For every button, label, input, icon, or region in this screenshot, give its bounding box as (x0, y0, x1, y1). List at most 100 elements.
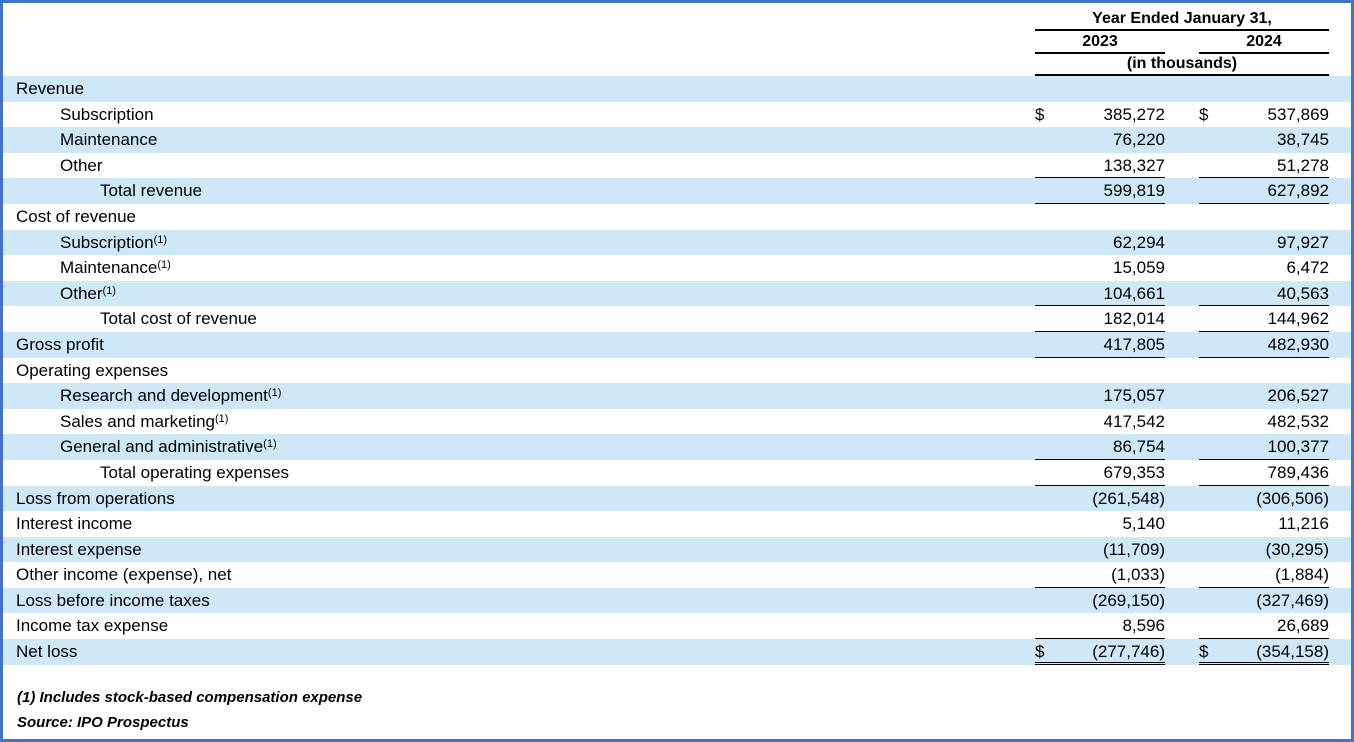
footnote-ref: (1) (267, 387, 282, 400)
value-2024: 97,927 (1277, 232, 1329, 252)
dollar-sign (1199, 76, 1217, 102)
amount-2023: 182,014 (1035, 306, 1165, 332)
amount-2023: 62,294 (1035, 230, 1165, 256)
value-2023: 138,327 (1103, 155, 1165, 175)
table-row: Subscription $385,272 $537,869 (3, 102, 1351, 128)
amount-2024: 482,532 (1199, 409, 1329, 435)
amount-2023 (1035, 204, 1165, 230)
value-2024: 26,689 (1277, 616, 1329, 636)
dollar-sign (1035, 383, 1053, 409)
footnote-ref: (1) (153, 233, 168, 246)
dollar-sign (1035, 409, 1053, 435)
amount-2024: 6,472 (1199, 255, 1329, 281)
row-amounts: 86,754 100,377 (1035, 434, 1329, 460)
amount-2024: 97,927 (1199, 230, 1329, 256)
table-row: Loss from operations (261,548) (306,506) (3, 485, 1351, 512)
header-spacer (3, 9, 1035, 76)
row-label-text: Gross profit (16, 334, 104, 354)
row-amounts: $ (277,746) $ (354,158) (1035, 639, 1329, 665)
dollar-sign (1199, 153, 1217, 178)
dollar-sign (1199, 306, 1217, 331)
value-2023: 104,661 (1103, 283, 1165, 303)
table-row: Cost of revenue (3, 204, 1351, 230)
row-label-text: Total cost of revenue (100, 309, 257, 329)
table-row: Total cost of revenue 182,014 144,962 (3, 306, 1351, 332)
value-2024 (1217, 76, 1329, 102)
table-row: Gross profit 417,805 482,930 (3, 331, 1351, 358)
table-row: Other(1) 104,661 40,563 (3, 280, 1351, 307)
amount-2023: 5,140 (1035, 511, 1165, 537)
table-row: Other income (expense), net (1,033) (1,884… (3, 562, 1351, 588)
row-label-text: Interest income (16, 514, 133, 534)
amount-2023: 138,327 (1035, 153, 1165, 179)
table-header: Year Ended January 31, 2023 2024 (in tho… (3, 3, 1351, 76)
value-2023: 86,754 (1113, 437, 1165, 457)
footnote-1: (1) Includes stock-based compensation ex… (17, 688, 363, 706)
row-label-text: Other income (expense), net (16, 565, 232, 585)
dollar-sign (1035, 204, 1053, 230)
value-2024: (1,884) (1275, 565, 1329, 585)
amount-2024: 789,436 (1199, 460, 1329, 486)
value-2023: (269,150) (1092, 590, 1165, 610)
row-label: Interest expense (3, 537, 1035, 563)
dollar-sign (1035, 537, 1053, 563)
value-2023: 417,542 (1103, 411, 1165, 431)
value-2023 (1053, 358, 1165, 384)
dollar-sign (1199, 434, 1217, 459)
value-2024 (1217, 358, 1329, 384)
row-label: Net loss (3, 639, 1035, 665)
year-columns: 2023 2024 (1035, 31, 1329, 54)
value-2024: 100,377 (1267, 437, 1329, 457)
dollar-sign (1035, 562, 1053, 587)
row-label-text: Sales and marketing (60, 411, 215, 431)
dollar-sign (1035, 332, 1053, 357)
amount-2023: (261,548) (1035, 486, 1165, 512)
value-2024: 206,527 (1267, 386, 1329, 406)
amount-2024: 11,216 (1199, 511, 1329, 537)
row-label-text: Interest expense (16, 539, 142, 559)
amount-2024: 206,527 (1199, 383, 1329, 409)
footnotes: (1) Includes stock-based compensation ex… (3, 689, 1351, 731)
row-amounts: (11,709) (30,295) (1035, 537, 1329, 563)
dollar-sign (1035, 76, 1053, 102)
units-label: (in thousands) (1035, 54, 1329, 76)
column-header-2023: 2023 (1035, 31, 1165, 54)
row-label-text: Subscription (60, 104, 154, 124)
value-2023: 175,057 (1103, 386, 1165, 406)
amount-2024: (306,506) (1199, 486, 1329, 512)
dollar-sign (1035, 358, 1053, 384)
period-columns-header: Year Ended January 31, 2023 2024 (in tho… (1035, 9, 1329, 76)
row-label-text: Loss before income taxes (16, 590, 210, 610)
value-2024: 789,436 (1267, 462, 1329, 482)
row-label-text: Total operating expenses (100, 462, 290, 482)
row-label: Total cost of revenue (3, 306, 1035, 332)
dollar-sign: $ (1035, 104, 1045, 124)
amount-2024: 38,745 (1199, 127, 1329, 153)
row-amounts: 182,014 144,962 (1035, 306, 1329, 332)
column-header-2024: 2024 (1199, 31, 1329, 54)
amount-2023: 15,059 (1035, 255, 1165, 281)
footnote-ref: (1) (157, 259, 171, 272)
row-label: Gross profit (3, 332, 1035, 358)
row-label: Operating expenses (3, 358, 1035, 384)
amount-2023: (11,709) (1035, 537, 1165, 563)
amount-2023: $ (277,746) (1035, 639, 1165, 665)
dollar-sign: $ (1035, 642, 1045, 662)
amount-2024: 51,278 (1199, 153, 1329, 179)
row-amounts: 138,327 51,278 (1035, 153, 1329, 179)
amount-2024: 627,892 (1199, 178, 1329, 204)
row-label-text: Loss from operations (16, 488, 175, 508)
row-amounts: 175,057 206,527 (1035, 383, 1329, 409)
amount-2023 (1035, 76, 1165, 102)
value-2023: 62,294 (1113, 232, 1165, 252)
footnote-ref: (1) (263, 438, 277, 451)
row-label: Maintenance (3, 127, 1035, 153)
row-amounts: 417,805 482,930 (1035, 332, 1329, 358)
row-amounts: (261,548) (306,506) (1035, 486, 1329, 512)
row-label-text: Revenue (16, 79, 85, 98)
table-row: General and administrative(1) 86,754 100,3… (3, 434, 1351, 460)
row-label-text: Operating expenses (16, 360, 169, 380)
value-2023 (1053, 204, 1165, 230)
row-amounts: $385,272 $537,869 (1035, 102, 1329, 128)
amount-2023: $385,272 (1035, 102, 1165, 128)
